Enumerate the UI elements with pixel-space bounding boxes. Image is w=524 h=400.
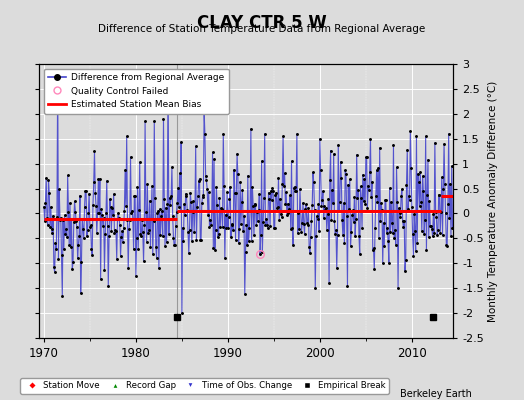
Text: CLAY CTR 5 W: CLAY CTR 5 W: [197, 14, 327, 32]
Legend: Difference from Regional Average, Quality Control Failed, Estimated Station Mean: Difference from Regional Average, Qualit…: [44, 68, 228, 114]
Legend: Station Move, Record Gap, Time of Obs. Change, Empirical Break: Station Move, Record Gap, Time of Obs. C…: [20, 378, 389, 394]
Text: Berkeley Earth: Berkeley Earth: [400, 389, 472, 399]
Text: Difference of Station Temperature Data from Regional Average: Difference of Station Temperature Data f…: [99, 24, 425, 34]
Y-axis label: Monthly Temperature Anomaly Difference (°C): Monthly Temperature Anomaly Difference (…: [488, 80, 498, 322]
